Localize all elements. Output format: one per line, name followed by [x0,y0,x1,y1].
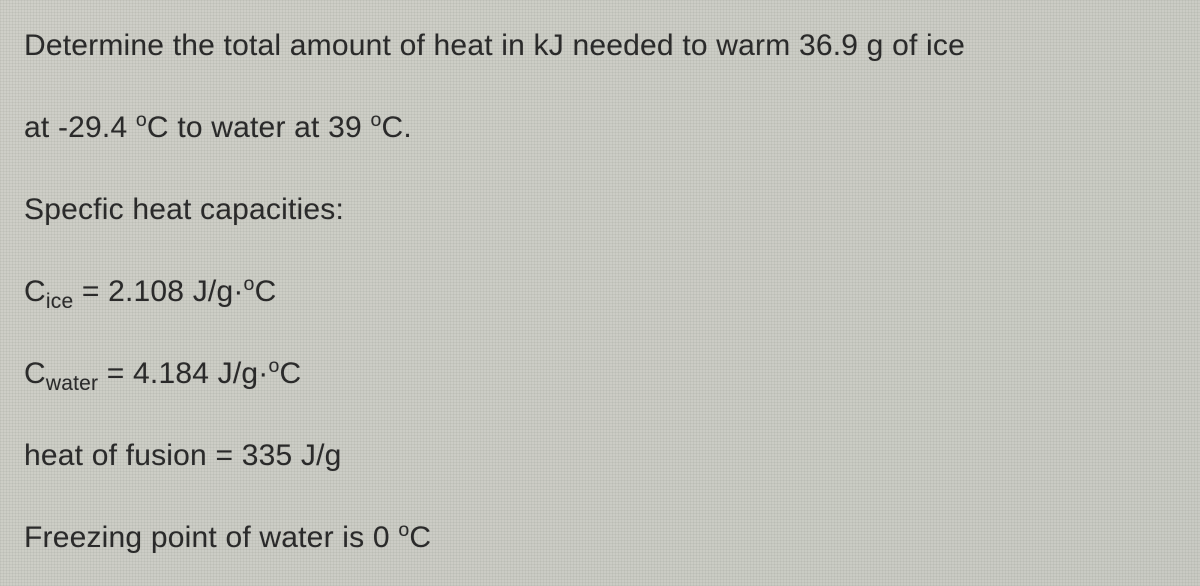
text: heat of fusion = 335 J/g [24,439,342,472]
degree-symbol: o [244,273,255,295]
degree-symbol: o [398,519,409,541]
symbol: C [24,275,46,308]
degree-symbol: o [268,355,279,377]
text-b: C to water at 39 [147,111,371,144]
text-c: C [409,521,431,554]
text: Determine the total amount of heat in kJ… [24,29,965,62]
text-c: C. [381,111,411,144]
unit-tail: C [255,275,277,308]
degree-symbol: o [370,109,381,131]
c-ice-line: Cice = 2.108 J/g·oC [24,274,1176,310]
text: Specfic heat capacities: [24,193,344,226]
unit-tail: C [280,357,302,390]
c-water-line: Cwater = 4.184 J/g·oC [24,356,1176,392]
text-a: at -29.4 [24,111,136,144]
subscript-ice: ice [46,290,73,313]
value: = 2.108 J/g· [73,275,243,308]
text-a: Freezing point of water is 0 [24,521,398,554]
specific-heat-heading: Specfic heat capacities: [24,192,1176,228]
subscript-water: water [46,372,98,395]
value: = 4.184 J/g· [98,357,268,390]
heat-of-fusion-line: heat of fusion = 335 J/g [24,438,1176,474]
freezing-point-line: Freezing point of water is 0 oC [24,520,1176,556]
degree-symbol: o [136,109,147,131]
symbol: C [24,357,46,390]
question-line-1: Determine the total amount of heat in kJ… [24,28,1176,64]
question-line-2: at -29.4 oC to water at 39 oC. [24,110,1176,146]
